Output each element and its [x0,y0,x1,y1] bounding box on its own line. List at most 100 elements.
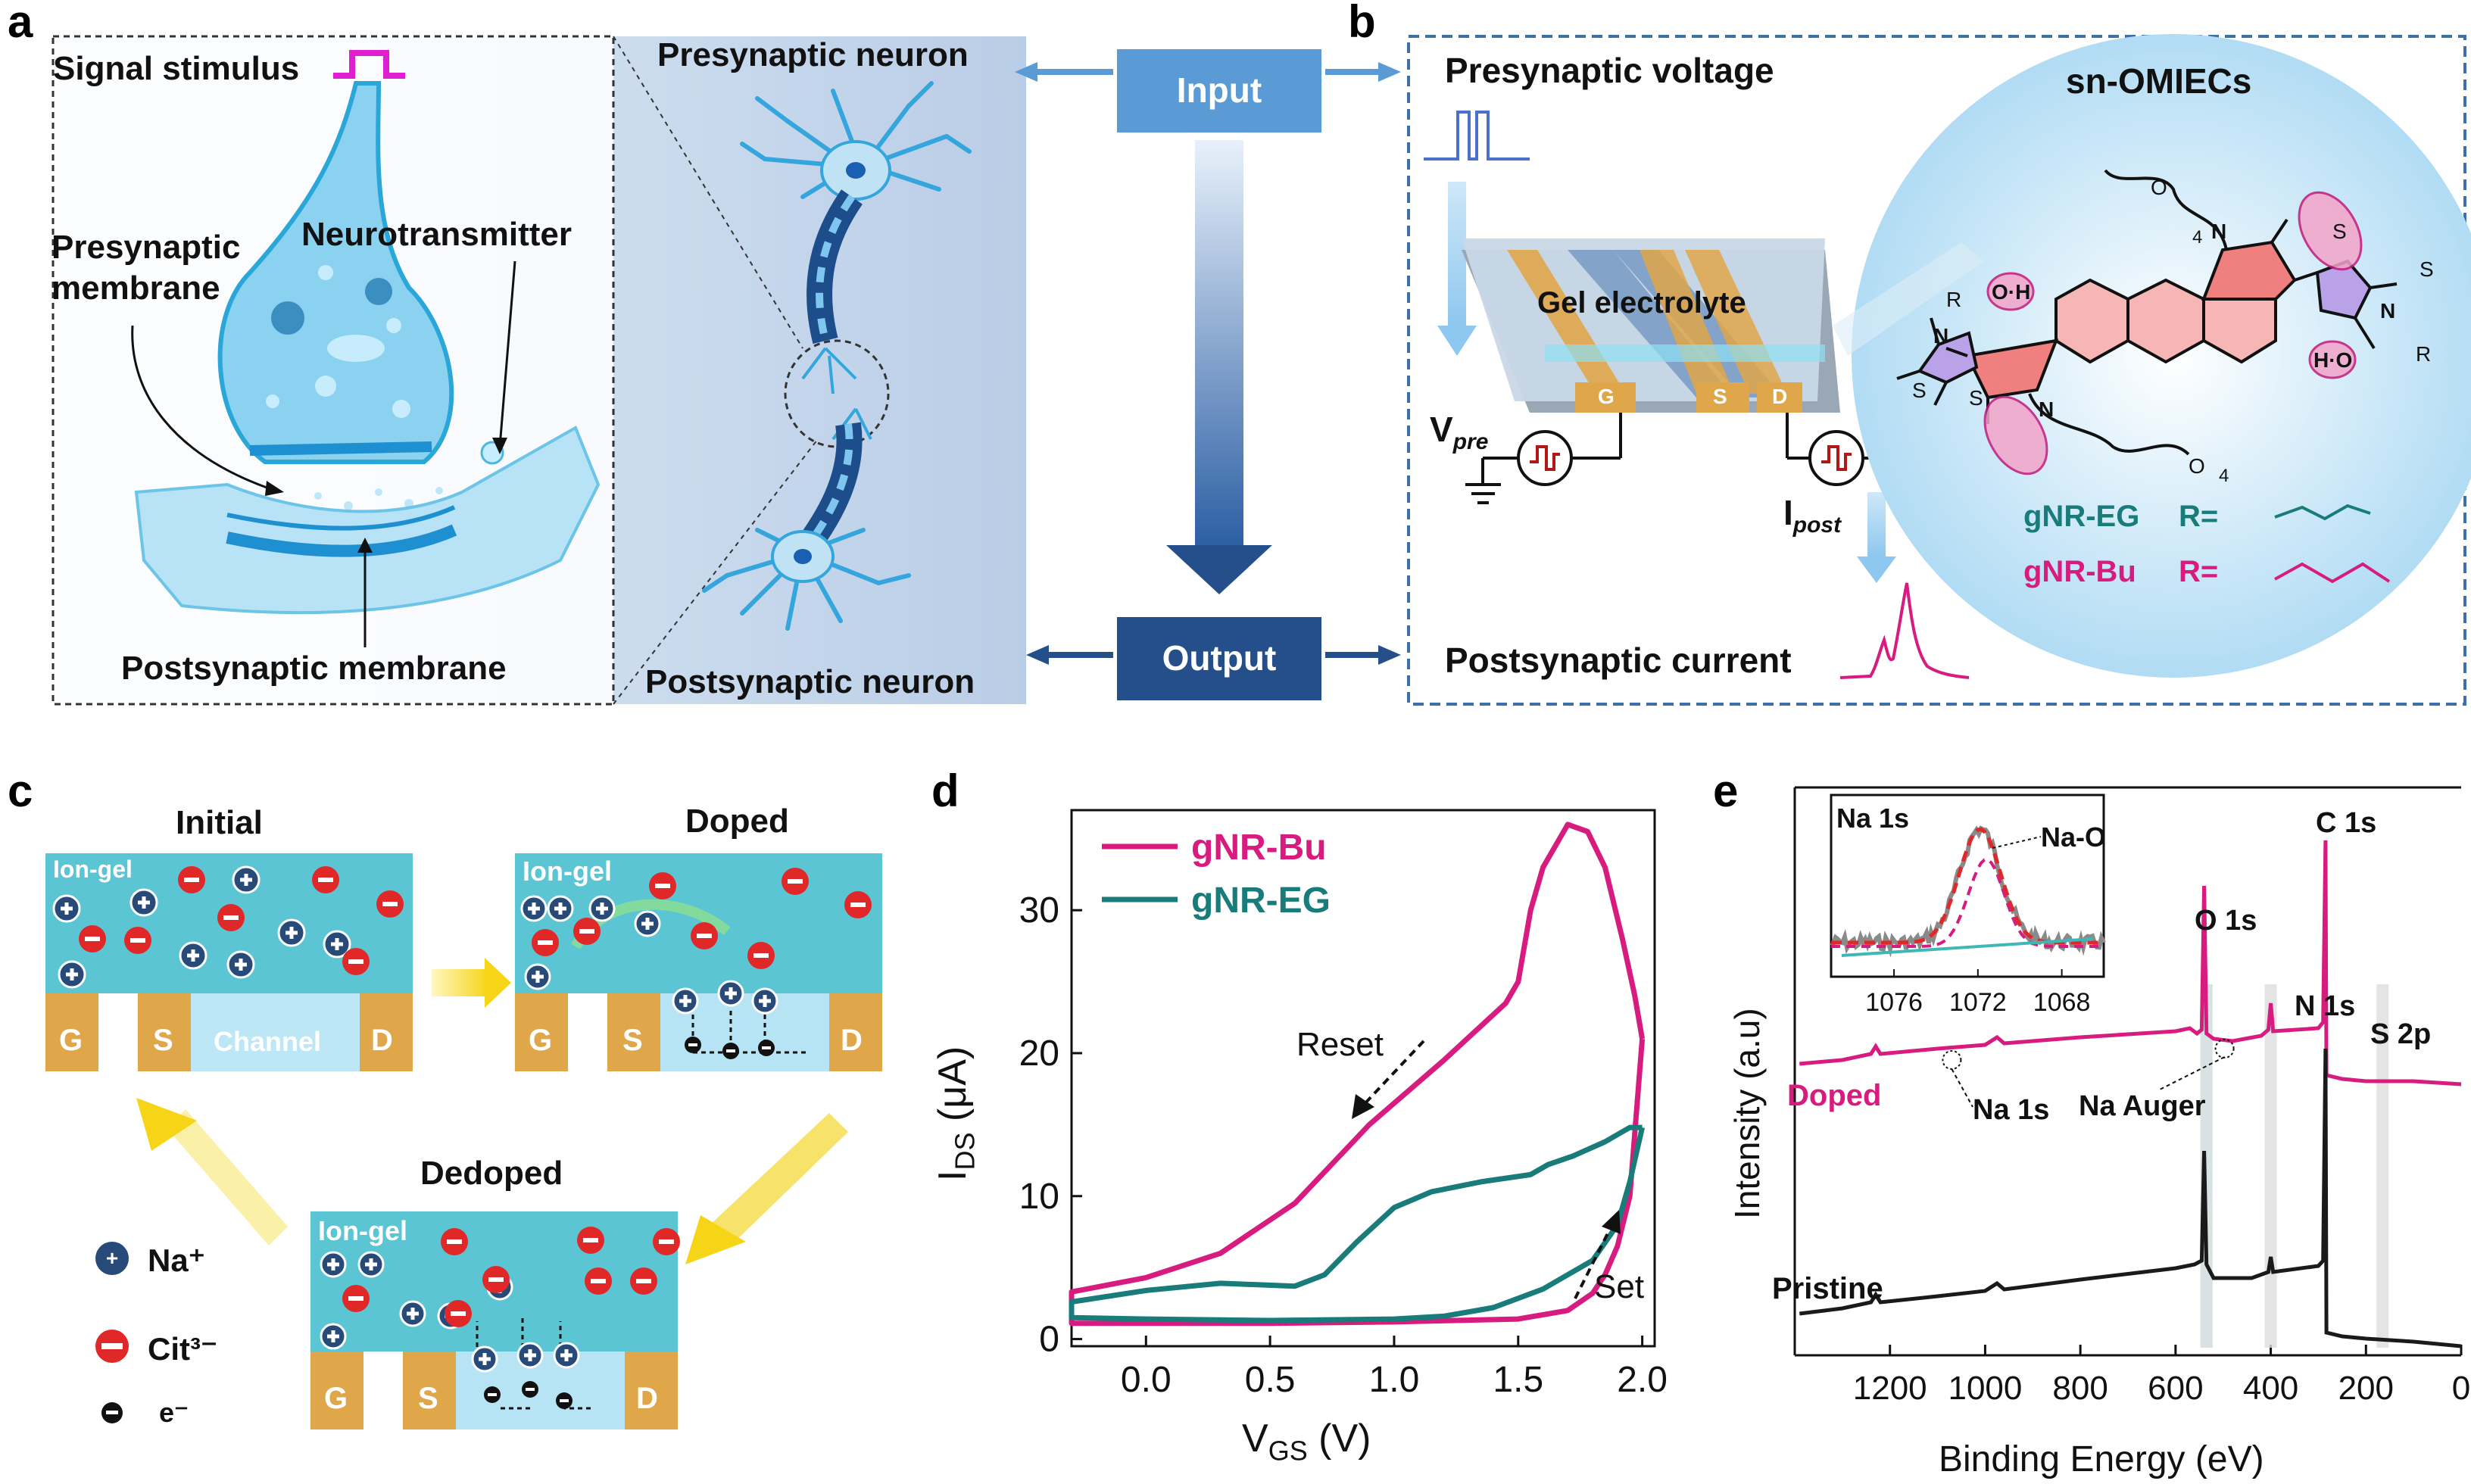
cit-ion-minus [538,940,553,945]
stimulus-pulse-icon [333,50,405,79]
electron-minus [560,1399,569,1402]
c-s-3: S [418,1382,438,1415]
inset-xtick-label: 1076 [1865,988,1923,1017]
electron-minus [526,1388,535,1391]
channel-label: Channel [214,1026,322,1057]
postsynaptic-current-label: Postsynaptic current [1445,641,1792,680]
set-arrow [1574,1222,1615,1299]
cit-ion-minus [318,878,333,882]
synapse-zoom-box [51,35,615,706]
inset-title: Na 1s [1836,803,1910,834]
output-label: Output [1162,638,1277,678]
n1s-label: N 1s [2295,990,2356,1022]
c-g-2: G [529,1024,553,1057]
c-g-3: G [324,1382,348,1415]
atom-4-bottom: 4 [2219,466,2229,486]
e-xtick-label: 0 [2452,1370,2470,1407]
electrode-s-label: S [1713,385,1727,408]
vesicle [271,301,304,335]
atom-o-bottom: O [2189,454,2205,478]
na-ion-plus-v [729,987,733,999]
electron-minus [488,1393,497,1396]
atom-n-left: N [1933,324,1949,348]
atom-s-left: S [1912,379,1927,402]
cit-ion-minus [184,878,199,882]
e-xtick-label: 1200 [1853,1370,1927,1407]
bu-chain-icon [2274,562,2391,584]
atom-o-top: O [2151,176,2167,199]
d-xtick-label: 0.0 [1121,1360,1172,1400]
panel-label-c: c [8,765,33,816]
electron-minus [762,1046,771,1049]
gel-electrolyte-label: Gel electrolyte [1537,286,1746,320]
cit-ion-minus [348,959,363,964]
na-ion-plus-v [142,896,146,909]
legend-na-label: Na⁺ [148,1242,205,1278]
cit-ion-minus [223,915,239,920]
d-ytick-label: 10 [1019,1177,1059,1217]
na-ion-plus-v [683,995,688,1007]
inset-nao-pointer [1992,836,2042,849]
cit-ion-minus [130,938,145,943]
doped-series-label: Doped [1787,1079,1882,1112]
d-xlabel-sub: GS [1268,1435,1308,1467]
na1s-marker [1942,1050,1962,1070]
atom-oh: O·H [1992,280,2031,304]
cit-ion-minus [753,953,769,958]
sn-omiecs-label: sn-OMIECs [2066,61,2252,101]
cit-ion-minus [382,902,398,906]
svg-text:+: + [106,1246,118,1270]
c-g-1: G [59,1024,83,1057]
na-ion-plus-v [239,959,243,971]
c-d-3: D [636,1382,658,1415]
na-ion-plus-v [289,927,294,939]
inset-raw-data [1830,825,2106,958]
e-xtick-label: 800 [2052,1370,2108,1407]
flow-arrow-icon [1166,545,1272,594]
atom-n-bottom: N [2039,398,2054,421]
d-ytick-label: 20 [1019,1034,1059,1074]
na-ion-plus-v [528,1349,532,1361]
na-ion-plus-v [64,903,69,915]
atom-r-left: R [1946,288,1962,311]
d-xtick-label: 1.0 [1369,1360,1420,1400]
na-ion-plus-v [763,995,767,1007]
inset-nao-label: Na-O [2041,822,2107,853]
cit-ion-minus [697,934,712,938]
c1s-label: C 1s [2316,807,2377,839]
presynaptic-terminal [217,81,454,464]
na1s-pointer [1951,1068,1973,1108]
atom-ho: H·O [2313,348,2353,372]
pristine-series-label: Pristine [1772,1272,1883,1305]
input-label: Input [1176,70,1262,110]
ion-gel-label-3: Ion-gel [318,1215,407,1246]
na-ion-plus-v [70,968,74,980]
na-ion-plus-v [600,903,604,915]
na-auger-label: Na Auger [2079,1090,2206,1122]
e-ylabel: Intensity (a.u) [1727,1008,1767,1219]
d-plot-frame [1070,809,1656,1348]
na-ion-legend-icon [95,1242,129,1275]
na-ion-plus-v [244,874,248,886]
d-legend-label-gNR-EG: gNR-EG [1191,881,1331,921]
e-xtick-label: 1000 [1948,1370,2022,1407]
d-xtick-label: 0.5 [1245,1360,1296,1400]
d-xlabel-main: V [1242,1417,1268,1461]
cit-ion-minus [788,879,803,884]
na-ion-plus-v [410,1308,415,1320]
molecule-structure [1896,169,2398,456]
electron-minus [688,1043,697,1046]
c-d-1: D [371,1024,393,1057]
gnr-bu-label: gNR-Bu [2023,555,2136,588]
e-xtick-label: 400 [2243,1370,2298,1407]
inset-component [1831,858,2104,948]
atom-r-right: R [2416,342,2432,366]
ion-gel-label-1: Ion-gel [53,856,133,883]
d-ytick-label: 0 [1039,1320,1059,1360]
s2p-label: S 2p [2370,1018,2432,1050]
c-d-2: D [841,1024,863,1057]
initial-label: Initial [176,804,263,841]
inset-xtick-label: 1068 [2033,988,2091,1017]
